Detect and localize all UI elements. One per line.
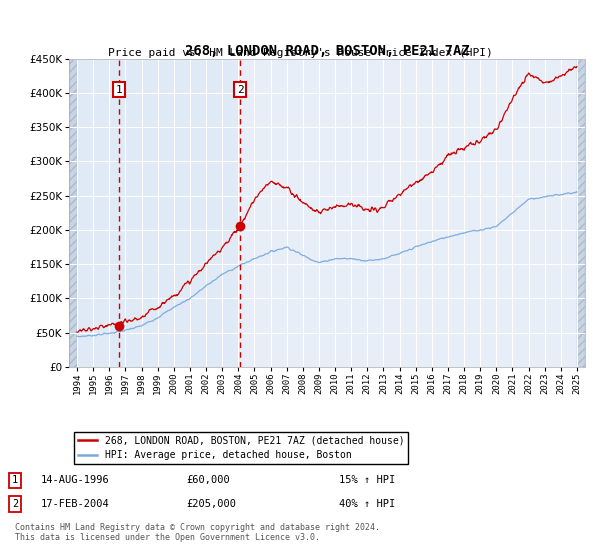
Text: 17-FEB-2004: 17-FEB-2004 [41,499,110,509]
Title: 268, LONDON ROAD, BOSTON, PE21 7AZ: 268, LONDON ROAD, BOSTON, PE21 7AZ [185,44,469,58]
Bar [77,59,240,367]
Legend: 268, LONDON ROAD, BOSTON, PE21 7AZ (detached house), HPI: Average price, detache: 268, LONDON ROAD, BOSTON, PE21 7AZ (deta… [74,432,409,464]
Text: 14-AUG-1996: 14-AUG-1996 [41,475,110,486]
Text: £60,000: £60,000 [186,475,230,486]
Text: 1: 1 [116,85,122,95]
Text: 2: 2 [237,85,244,95]
Bar [577,59,585,367]
Text: £205,000: £205,000 [186,499,236,509]
Bar [69,59,77,367]
Text: 2: 2 [12,499,18,509]
Text: 15% ↑ HPI: 15% ↑ HPI [339,475,395,486]
Text: 1: 1 [12,475,18,486]
Text: Price paid vs. HM Land Registry's House Price Index (HPI): Price paid vs. HM Land Registry's House … [107,48,493,58]
Text: 40% ↑ HPI: 40% ↑ HPI [339,499,395,509]
Text: Contains HM Land Registry data © Crown copyright and database right 2024.
This d: Contains HM Land Registry data © Crown c… [15,522,380,542]
